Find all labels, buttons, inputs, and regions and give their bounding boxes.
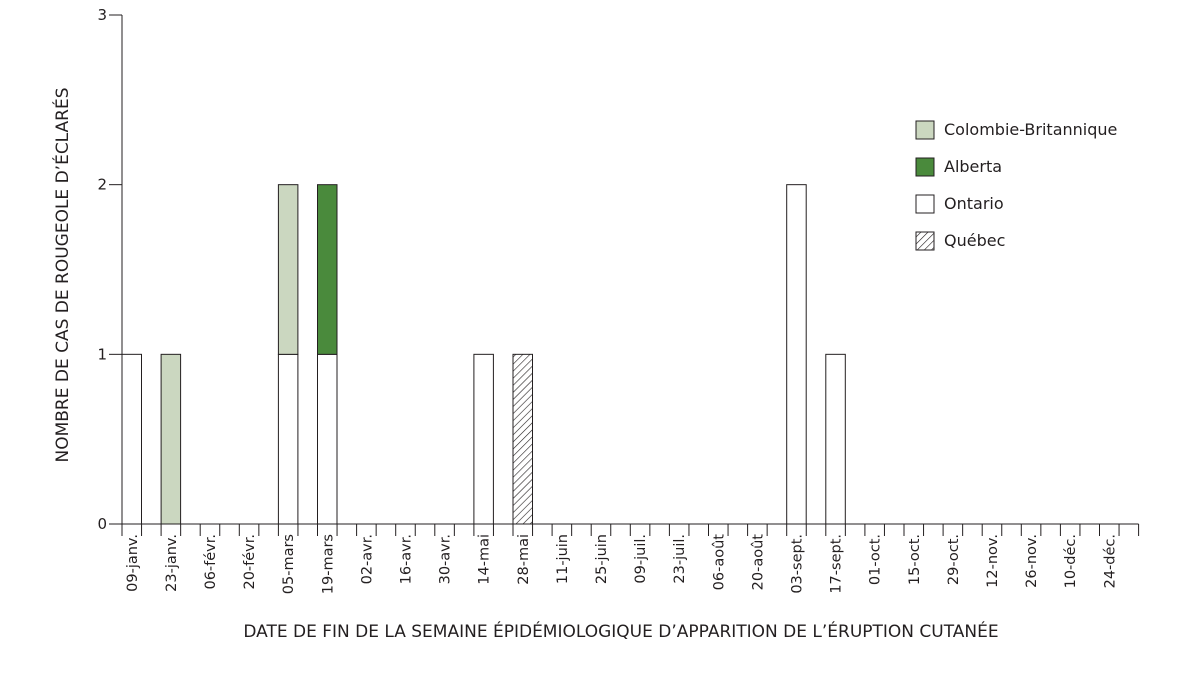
x-tick-label: 20-août (750, 534, 766, 591)
bar-segment-alberta (317, 184, 338, 355)
bars-group (121, 184, 846, 525)
y-tick-label: 0 (97, 515, 107, 533)
legend-swatch (915, 120, 935, 140)
legend-swatch (915, 194, 935, 214)
x-tick-label: 24-déc. (1102, 534, 1118, 588)
legend-swatch (915, 231, 935, 251)
legend-label: Québec (944, 231, 1005, 250)
x-tick-label: 10-déc. (1063, 534, 1079, 588)
x-tick-label: 16-avr. (398, 534, 414, 584)
y-axis-title: NOMBRE DE CAS DE ROUGEOLE D’ÉCLARÉS (51, 87, 73, 462)
x-tick-label: 17-sept. (829, 534, 845, 594)
x-tick-label: 28-mai (516, 534, 532, 585)
x-tick-label: 02-avr. (359, 534, 375, 584)
bar-segment-ontario (473, 353, 494, 525)
x-tick-label: 23-juil. (672, 534, 688, 584)
x-tick-label: 15-oct. (907, 534, 923, 585)
x-tick-label: 29-oct. (946, 534, 962, 585)
bar-segment-ontario (121, 353, 142, 525)
axes-group: 0 1 2 3 09-janv. 23-janv. 06-févr. 20-févr. 05-m… (97, 6, 1140, 594)
x-tick-label: 01-oct. (868, 534, 884, 585)
y-tick-label: 1 (97, 345, 107, 363)
x-tick-label: 12-nov. (985, 534, 1001, 588)
legend-swatch (915, 157, 935, 177)
y-tick-label: 2 (97, 176, 107, 194)
x-tick-label: 06-févr. (203, 534, 219, 590)
x-tick-label: 23-janv. (164, 534, 180, 592)
legend-label: Colombie-Britannique (944, 120, 1117, 139)
x-tick-label: 05-mars (281, 534, 297, 594)
x-tick-label: 20-févr. (242, 534, 258, 590)
x-axis-title: DATE DE FIN DE LA SEMAINE ÉPIDÉMIOLOGIQU… (243, 620, 998, 642)
bar-segment-colombie-britannique (277, 184, 299, 355)
x-tick-label: 25-juin (594, 534, 610, 584)
bar-segment-colombie-britannique (160, 353, 182, 525)
bar-segment-ontario (317, 353, 338, 525)
x-tick-label: 09-janv. (125, 534, 141, 592)
x-tick-label: 06-août (711, 534, 727, 591)
bar-segment-ontario (786, 184, 807, 525)
x-tick-label: 11-juin (555, 534, 571, 584)
bar-segment-qu-bec (512, 353, 533, 525)
x-tick-label: 30-avr. (438, 534, 454, 584)
x-tick-label: 26-nov. (1024, 534, 1040, 588)
x-tick-label: 14-mai (477, 534, 493, 585)
legend-label: Ontario (944, 194, 1004, 213)
bar-segment-ontario (277, 353, 299, 525)
y-tick-label: 3 (97, 6, 107, 24)
x-tick-label: 09-juil. (633, 534, 649, 584)
x-tick-label: 19-mars (320, 534, 336, 594)
x-tick-label: 03-sept. (789, 534, 805, 594)
bar-segment-ontario (825, 353, 846, 525)
legend-label: Alberta (944, 157, 1002, 176)
legend: Colombie-Britannique Alberta Ontario Québec (915, 120, 1117, 251)
